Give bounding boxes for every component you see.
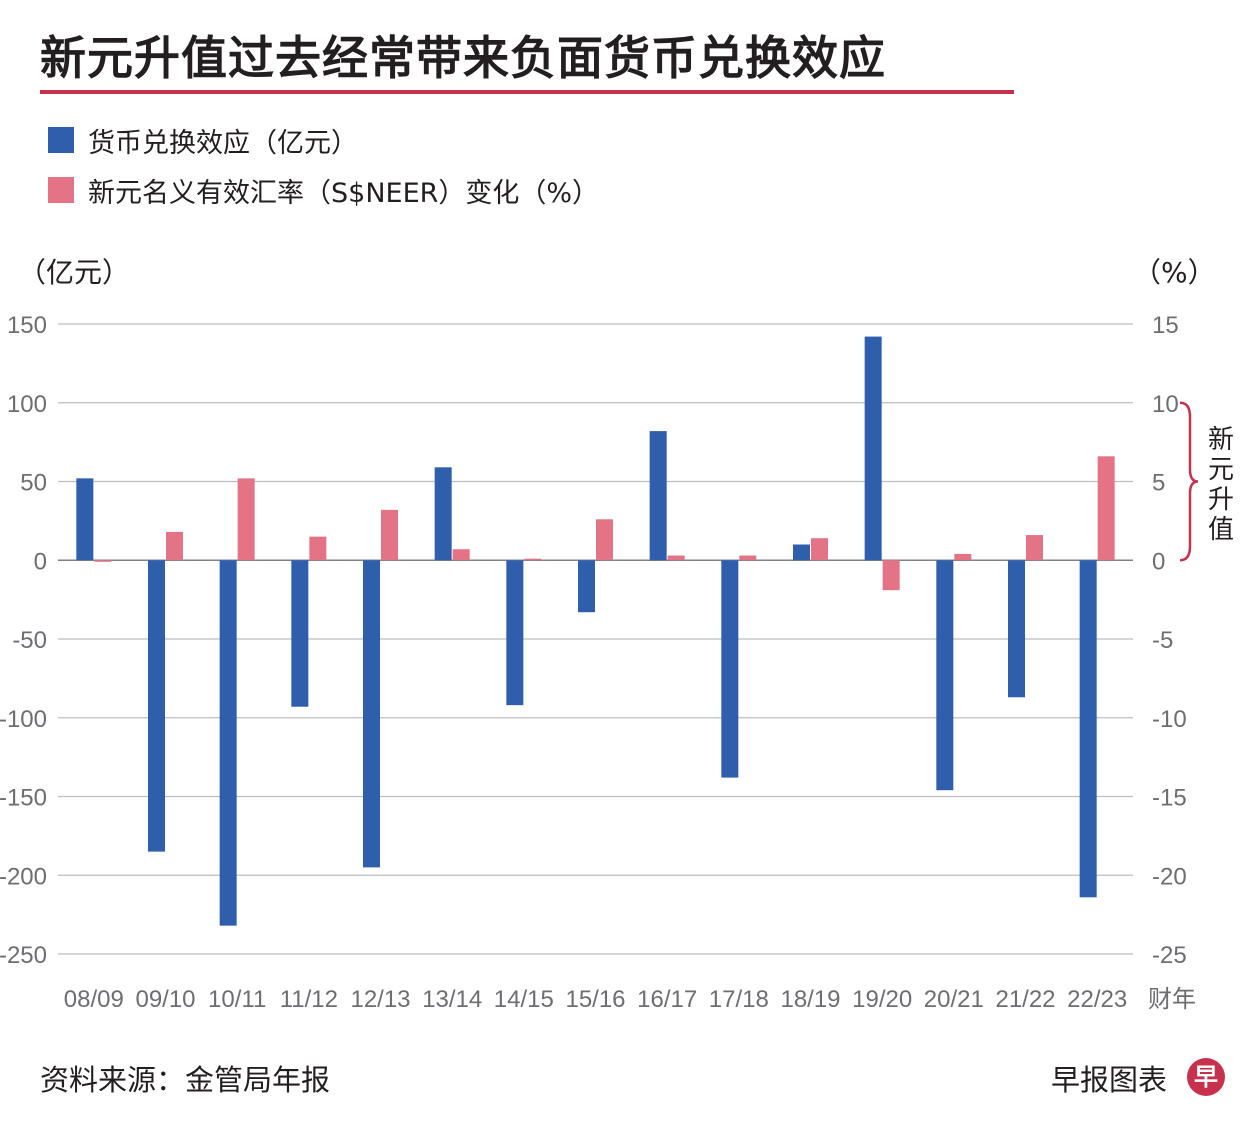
bar-sneer-change [954, 553, 972, 561]
chart-title: 新元升值过去经常带来负面货币兑换效应 [40, 31, 886, 85]
bar-fx-effect [1079, 560, 1097, 898]
source-note: 资料来源：金管局年报 [40, 1063, 331, 1097]
appreciation-label-char: 元 [1208, 455, 1234, 485]
bar-sneer-change [811, 538, 828, 561]
x-axis-tick-label: 18/19 [780, 986, 840, 1013]
bar-fx-effect [1008, 560, 1025, 698]
legend-item-fx-effect: 货币兑换效应（亿元） [48, 118, 599, 162]
x-axis-tick-label: 11/12 [280, 986, 338, 1013]
bar-fx-effect [721, 560, 739, 778]
bar-sneer-change [381, 509, 398, 561]
bar-sneer-change [1097, 456, 1115, 561]
legend-label-sneer: 新元名义有效汇率（S$NEER）变化（%） [88, 177, 600, 209]
bar-sneer-change [1026, 535, 1043, 561]
title-underline [40, 90, 1014, 94]
right-axis-tick-label: -10 [1152, 706, 1187, 733]
left-axis-unit: （亿元） [18, 256, 130, 289]
right-axis-tick-label: -15 [1152, 785, 1187, 812]
bar-sneer-change [94, 560, 112, 562]
right-axis-tick-label: -25 [1152, 942, 1187, 969]
left-axis-tick-label: -100 [0, 706, 47, 733]
bar-fx-effect [793, 544, 810, 561]
left-axis-tick-label: -200 [0, 863, 47, 890]
graphic-credit: 早报图表 [1050, 1063, 1167, 1097]
appreciation-label-char: 值 [1208, 515, 1234, 545]
left-axis-tick-label: -250 [0, 942, 47, 969]
appreciation-label-char: 新 [1208, 425, 1234, 455]
x-axis-tick-label: 17/18 [709, 986, 769, 1013]
left-axis-tick-label: 100 [7, 391, 47, 418]
left-axis-tick-label: 150 [7, 312, 47, 339]
right-axis-tick-label: 15 [1152, 312, 1179, 339]
bar-fx-effect [506, 560, 524, 706]
bar-sneer-change [667, 555, 685, 561]
legend-label-fx-effect: 货币兑换效应（亿元） [88, 127, 358, 159]
bar-sneer-change [237, 478, 255, 561]
bar-fx-effect [578, 560, 595, 613]
right-axis-tick-label: 5 [1152, 470, 1165, 497]
left-axis-tick-label: -150 [0, 785, 47, 812]
right-axis-tick-label: 10 [1152, 391, 1179, 418]
x-axis-tick-label: 20/21 [924, 986, 984, 1013]
bar-fx-effect [936, 560, 954, 791]
bar-fx-effect [649, 431, 667, 561]
x-axis-tick-label: 13/14 [422, 986, 482, 1013]
x-axis-tick-label: 10/11 [208, 986, 266, 1013]
legend-swatch-pink [48, 177, 74, 203]
bar-sneer-change [596, 519, 613, 561]
bar-sneer-change [524, 558, 542, 561]
bar-sneer-change [739, 555, 757, 561]
bar-fx-effect [76, 478, 94, 561]
x-axis-tick-label: 19/20 [852, 986, 912, 1013]
appreciation-label-char: 升 [1208, 485, 1234, 515]
legend: 货币兑换效应（亿元） 新元名义有效汇率（S$NEER）变化（%） [48, 118, 599, 218]
bar-fx-effect [291, 560, 309, 707]
legend-item-sneer: 新元名义有效汇率（S$NEER）变化（%） [48, 168, 599, 212]
right-axis-tick-label: -5 [1152, 627, 1173, 654]
x-axis-tick-label: 09/10 [135, 986, 195, 1013]
left-axis-tick-label: 0 [34, 548, 47, 575]
bar-fx-effect [148, 560, 165, 852]
left-axis-tick-label: 50 [20, 470, 47, 497]
x-axis-tick-label: 21/22 [995, 986, 1055, 1013]
left-axis-tick-label: -50 [12, 627, 47, 654]
legend-swatch-blue [48, 127, 74, 153]
x-axis-tick-label: 12/13 [350, 986, 410, 1013]
x-axis-tick-label: 14/15 [494, 986, 554, 1013]
x-axis-unit: 财年 [1148, 986, 1196, 1013]
right-axis-unit: （%） [1133, 256, 1216, 289]
bar-sneer-change [166, 531, 183, 561]
bar-fx-effect [864, 336, 882, 561]
right-axis-tick-label: 0 [1152, 548, 1165, 575]
bar-fx-effect [434, 467, 452, 561]
bar-sneer-change [309, 536, 327, 561]
x-axis-tick-label: 08/09 [64, 986, 124, 1013]
x-axis-tick-label: 15/16 [565, 986, 625, 1013]
right-axis-tick-label: -20 [1152, 863, 1187, 890]
appreciation-brace [1179, 401, 1199, 562]
bar-sneer-change [452, 549, 470, 561]
zaobao-logo-icon: 早 [1187, 1058, 1225, 1096]
bar-fx-effect [363, 560, 380, 868]
x-axis-tick-label: 22/23 [1067, 986, 1127, 1013]
bar-sneer-change [882, 560, 900, 591]
bar-fx-effect [219, 560, 237, 926]
x-axis-tick-label: 16/17 [637, 986, 697, 1013]
